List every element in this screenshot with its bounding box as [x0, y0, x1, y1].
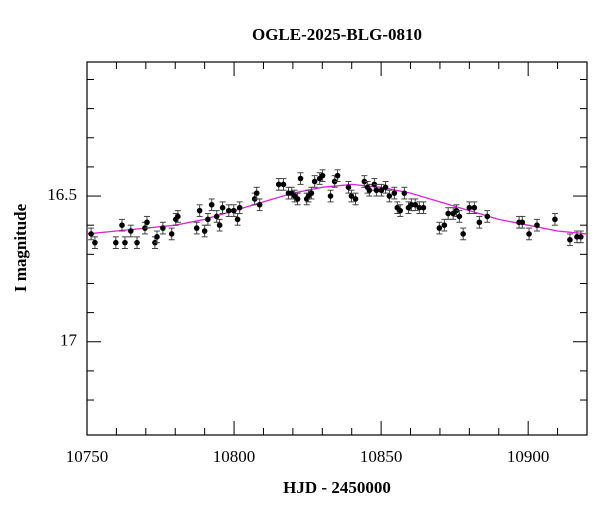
data-point [471, 204, 478, 211]
data-point [534, 222, 540, 228]
data-point [230, 207, 237, 214]
data-point [213, 213, 220, 220]
data-point [319, 172, 326, 179]
data-point [219, 204, 226, 211]
data-point [134, 239, 140, 246]
data-point [519, 219, 526, 226]
y-tick-label: 17 [60, 331, 78, 350]
data-point [348, 193, 355, 199]
data-point [216, 222, 223, 228]
data-point [154, 234, 160, 240]
data-point [552, 216, 558, 223]
data-point [460, 231, 466, 237]
data-point [311, 178, 318, 185]
x-tick-label: 10750 [66, 447, 109, 466]
x-tick-label: 10800 [213, 447, 256, 466]
data-point [122, 239, 128, 246]
data-point [345, 184, 352, 191]
data-point [456, 213, 463, 220]
data-point [412, 201, 419, 208]
data-point [308, 190, 315, 196]
data-point [378, 187, 385, 194]
x-tick-label: 10900 [507, 447, 550, 466]
data-point [88, 231, 94, 237]
data-point [119, 222, 125, 228]
data-point [201, 228, 208, 234]
data-point [386, 193, 393, 199]
data-point [234, 216, 241, 223]
data-point [484, 213, 491, 220]
data-point [352, 196, 359, 202]
data-point [382, 184, 389, 191]
plot-frame [86, 61, 588, 436]
data-point [208, 201, 215, 208]
data-point [397, 207, 404, 214]
data-point [297, 175, 304, 182]
data-point [196, 207, 203, 214]
data-point [441, 222, 448, 228]
data-point [436, 225, 443, 231]
data-point [334, 172, 341, 179]
x-tick-label: 10850 [360, 447, 403, 466]
data-point [253, 190, 260, 196]
data-point [92, 239, 98, 246]
x-axis-label: HJD - 2450000 [283, 478, 391, 497]
data-point [445, 210, 451, 217]
data-point [225, 207, 232, 214]
data-point [128, 228, 134, 234]
data-point [420, 204, 427, 211]
chart-title: OGLE-2025-BLG-0810 [252, 25, 422, 44]
data-point [168, 231, 175, 237]
data-point [236, 204, 243, 211]
data-point [366, 187, 373, 194]
data-point [416, 204, 423, 211]
data-point [466, 204, 473, 211]
y-tick-label: 16.5 [47, 185, 77, 204]
data-point [294, 196, 301, 202]
data-point [373, 187, 380, 194]
data-point [280, 181, 287, 188]
data-point [205, 216, 211, 223]
data-point [401, 190, 408, 196]
y-axis-label: I magnitude [11, 203, 30, 292]
data-point [275, 181, 282, 188]
data-point [361, 178, 368, 185]
data-point [160, 225, 166, 231]
data-point [391, 190, 398, 196]
data-point [578, 234, 584, 240]
data-point [526, 231, 532, 237]
data-point [567, 236, 573, 243]
data-point [327, 193, 334, 199]
data-point [256, 201, 263, 208]
data-point [175, 213, 181, 220]
data-point [113, 239, 119, 246]
data-point [193, 225, 200, 231]
data-point [476, 219, 483, 226]
data-point [144, 219, 150, 226]
model-curve [86, 183, 588, 235]
